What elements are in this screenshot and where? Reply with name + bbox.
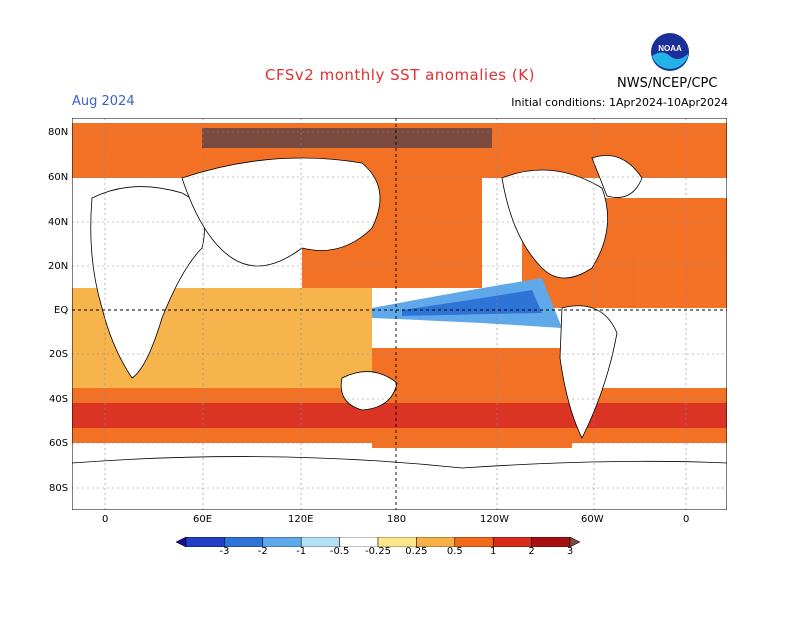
colorbar-label: 3 [566, 546, 574, 557]
lat-label: 20S [49, 349, 69, 360]
forecast-month: Aug 2024 [72, 94, 135, 109]
lon-label: 180 [387, 514, 407, 525]
lat-label: 60N [48, 172, 69, 183]
lat-label: 60S [49, 438, 69, 449]
colorbar-label: -0.25 [365, 546, 391, 557]
lat-label: 80N [48, 127, 69, 138]
colorbar-label: 0.5 [446, 546, 463, 557]
graticule [72, 118, 727, 510]
reference-lines [72, 118, 727, 510]
colorbar-label: -0.5 [329, 546, 350, 557]
lat-label: 20N [48, 261, 69, 272]
colorbar-min-arrow [176, 537, 187, 547]
lon-label: 0 [683, 514, 690, 525]
colorbar-cell [531, 537, 571, 547]
lon-label: 120W [480, 514, 509, 525]
lat-label: 40S [49, 394, 69, 405]
lat-label: 40N [48, 217, 69, 228]
noaa-logo: NOAA [651, 33, 689, 71]
colorbar-label: 2 [528, 546, 535, 557]
lon-label: 0 [102, 514, 109, 525]
land-masses [72, 155, 727, 510]
colorbar-label: 0.25 [405, 546, 428, 557]
initial-conditions: Initial conditions: 1Apr2024-10Apr2024 [511, 96, 728, 109]
lon-label: 60W [581, 514, 604, 525]
colorbar-label: -2 [257, 546, 268, 557]
noaa-logo-text: NOAA [658, 44, 682, 53]
sst-anomaly-map [72, 118, 727, 510]
lon-label: 120E [288, 514, 314, 525]
colorbar-label: -1 [296, 546, 307, 557]
lat-label: 80S [49, 483, 69, 494]
colorbar-label: 1 [490, 546, 497, 557]
arctic-anomaly [202, 128, 492, 148]
colorbar-cell [492, 537, 532, 547]
agency-label: NWS/NCEP/CPC [617, 76, 718, 91]
colorbar-label: -3 [219, 546, 230, 557]
colorbar-max-arrow [569, 537, 581, 547]
colorbar [176, 537, 581, 547]
chart-title: CFSv2 monthly SST anomalies (K) [265, 66, 535, 84]
lon-label: 60E [193, 514, 213, 525]
lat-label: EQ [54, 305, 69, 316]
